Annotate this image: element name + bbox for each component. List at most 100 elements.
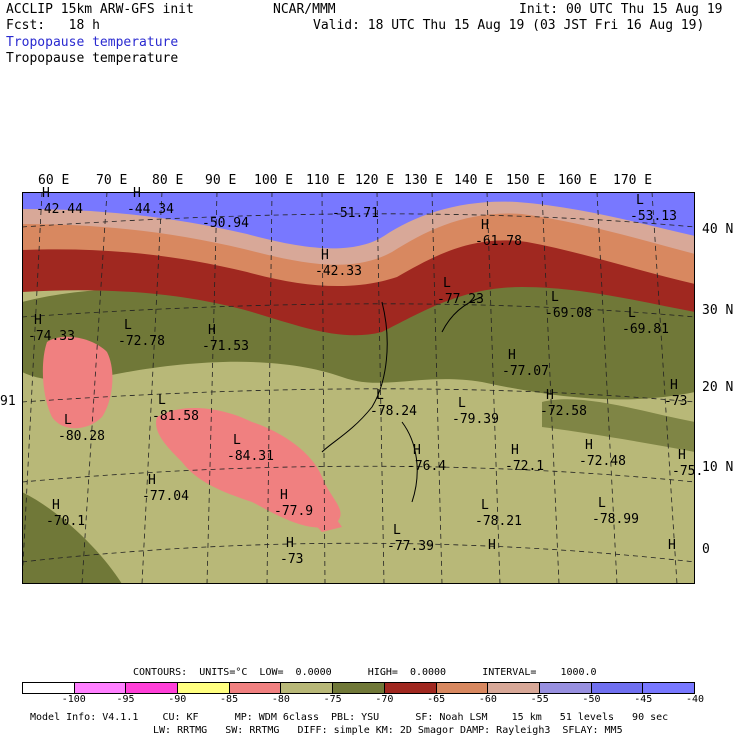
colorbar-tick: -55	[530, 694, 549, 705]
latitude-label: 10 N	[702, 460, 734, 475]
colorbar-tick: -65	[427, 694, 446, 705]
colorbar-swatch	[488, 683, 540, 693]
latitude-label: 40 N	[702, 222, 734, 237]
latitude-label: 30 N	[702, 303, 734, 318]
colorbar-tick: -75	[323, 694, 342, 705]
marker-value: -77.23	[437, 292, 484, 307]
high-marker: H	[678, 448, 686, 463]
valid-time: Valid: 18 UTC Thu 15 Aug 19 (03 JST Fri …	[313, 18, 705, 33]
high-marker: H	[34, 313, 42, 328]
colorbar-swatch	[643, 683, 694, 693]
marker-value: -72.58	[540, 404, 587, 419]
model-title: ACCLIP 15km ARW-GFS init	[6, 2, 194, 17]
colorbar-swatch	[591, 683, 644, 693]
longitude-label: 100 E	[254, 173, 294, 188]
marker-value: -61.78	[475, 234, 522, 249]
marker-value: -53.13	[630, 209, 677, 224]
low-marker: L	[636, 193, 644, 208]
low-marker: L	[233, 433, 241, 448]
low-marker: L	[443, 276, 451, 291]
marker-value: -74.33	[28, 329, 75, 344]
model-info-line-1: Model Info: V4.1.1 CU: KF MP: WDM 6class…	[30, 712, 669, 723]
model-info-line-2: LW: RRTMG SW: RRTMG DIFF: simple KM: 2D …	[153, 725, 623, 736]
marker-value: -69.81	[622, 322, 669, 337]
organization: NCAR/MMM	[273, 2, 336, 17]
colorbar-swatch	[281, 683, 334, 693]
marker-value: -72.78	[118, 334, 165, 349]
marker-value: -73	[280, 552, 304, 567]
marker-value: -78.21	[475, 514, 522, 529]
low-marker: L	[628, 306, 636, 321]
colorbar-swatch	[178, 683, 230, 693]
high-marker: H	[508, 348, 516, 363]
low-marker: L	[64, 413, 72, 428]
high-marker: H	[133, 186, 141, 201]
high-marker: H	[668, 538, 676, 553]
low-marker: L	[551, 290, 559, 305]
colorbar-tick: -85	[220, 694, 239, 705]
low-marker: L	[158, 393, 166, 408]
colorbar-ticks: -100 -95 -90 -85 -80 -75 -70 -65 -60 -55 -50 -45 -40…	[22, 694, 722, 708]
longitude-label: 140 E	[454, 173, 494, 188]
marker-value: -42.44	[36, 202, 83, 217]
marker-value: -75.	[672, 464, 704, 479]
colorbar-swatch	[333, 683, 385, 693]
colorbar-tick: -45	[634, 694, 653, 705]
longitude-label: 150 E	[506, 173, 546, 188]
colorbar-swatch	[74, 683, 127, 693]
latitude-label: 20 N	[702, 380, 734, 395]
marker-value: -76.4	[407, 459, 447, 474]
marker-value: -79.39	[452, 412, 499, 427]
high-marker: H	[286, 536, 294, 551]
colorbar-swatch	[126, 683, 179, 693]
longitude-label: 70 E	[96, 173, 128, 188]
marker-value: -72.1	[505, 459, 545, 474]
marker-value: -69.08	[545, 306, 592, 321]
marker-value: -73	[664, 394, 688, 409]
low-marker: L	[458, 396, 466, 411]
marker-value: -44.34	[127, 202, 174, 217]
colorbar-swatch	[23, 683, 75, 693]
colorbar	[22, 682, 695, 694]
high-marker: H	[670, 378, 678, 393]
longitude-label: 160 E	[558, 173, 598, 188]
high-marker: H	[280, 488, 288, 503]
marker-value: -50.94	[202, 216, 249, 231]
high-marker: H	[321, 248, 329, 263]
colorbar-tick: -50	[582, 694, 601, 705]
colorbar-tick: -60	[478, 694, 497, 705]
marker-value: -51.71	[332, 206, 379, 221]
low-marker: L	[481, 498, 489, 513]
marker-value: -70.1	[46, 514, 86, 529]
latitude-label: 0	[702, 542, 710, 557]
forecast-hour: Fcst: 18 h	[6, 18, 100, 33]
colorbar-tick: -70	[375, 694, 394, 705]
high-marker: H	[413, 443, 421, 458]
field-name-1: Tropopause temperature	[6, 35, 179, 50]
longitude-label: 120 E	[355, 173, 395, 188]
high-marker: H	[148, 473, 156, 488]
longitude-label: 80 E	[152, 173, 184, 188]
longitude-label: 130 E	[404, 173, 444, 188]
colorbar-tick: -100	[61, 694, 86, 705]
low-marker: L	[393, 523, 401, 538]
longitude-label: 60 E	[38, 173, 70, 188]
init-time: Init: 00 UTC Thu 15 Aug 19	[519, 2, 723, 17]
colorbar-tick: -80	[271, 694, 290, 705]
high-marker: H	[208, 323, 216, 338]
longitude-label: 110 E	[306, 173, 346, 188]
marker-value: -78.99	[592, 512, 639, 527]
field-name-2: Tropopause temperature	[6, 51, 179, 66]
marker-value: -84.31	[227, 449, 274, 464]
marker-value: -77.04	[142, 489, 189, 504]
marker-value: -80.28	[58, 429, 105, 444]
marker-value: -77.07	[502, 364, 549, 379]
marker-value: 91	[0, 394, 16, 409]
colorbar-tick: -95	[116, 694, 135, 705]
marker-value: -77.9	[274, 504, 314, 519]
colorbar-swatch	[539, 683, 592, 693]
marker-value: -78.24	[370, 404, 417, 419]
high-marker: H	[546, 388, 554, 403]
map-canvas	[21, 191, 696, 585]
high-marker: H	[481, 218, 489, 233]
